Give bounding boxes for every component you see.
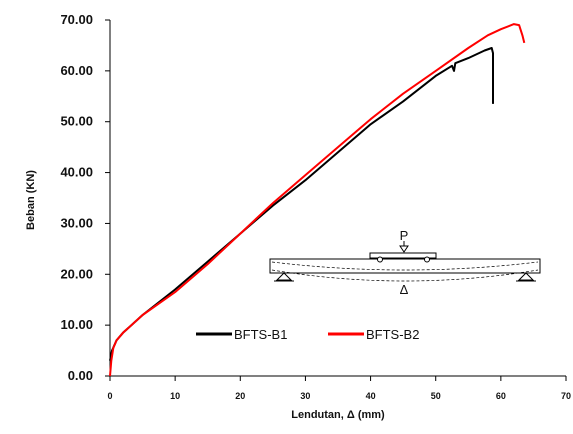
y-tick-label: 40.00 bbox=[60, 165, 93, 180]
y-tick-group: 0.00 10.00 20.00 30.00 40.00 50.00 60.00 70.00 bbox=[60, 12, 110, 383]
x-tick-label: 70 bbox=[561, 391, 571, 401]
beam-diagram: P Δ bbox=[269, 228, 541, 297]
x-tick-label: 0 bbox=[107, 391, 112, 401]
support-left bbox=[275, 272, 293, 281]
x-tick-label: 30 bbox=[300, 391, 310, 401]
load-roller-right bbox=[424, 256, 430, 263]
y-tick-label: 30.00 bbox=[60, 215, 93, 230]
load-label: P bbox=[400, 228, 409, 243]
deflected-shape-top bbox=[271, 261, 539, 271]
load-arrow-head bbox=[399, 245, 409, 253]
x-axis-title: Lendutan, Δ (mm) bbox=[291, 409, 385, 421]
series-line-bfts-b1 bbox=[109, 47, 494, 361]
y-tick-label: 60.00 bbox=[60, 63, 93, 78]
series-line-bfts-b2 bbox=[109, 23, 526, 377]
load-roller-left bbox=[377, 256, 383, 263]
y-tick-label: 50.00 bbox=[60, 114, 93, 129]
x-tick-label: 50 bbox=[431, 391, 441, 401]
y-tick-label: 20.00 bbox=[60, 266, 93, 281]
support-right bbox=[517, 272, 535, 281]
y-tick-label: 10.00 bbox=[60, 317, 93, 332]
y-tick-label: 0.00 bbox=[68, 368, 93, 383]
deflection-label: Δ bbox=[400, 282, 409, 297]
x-tick-label: 60 bbox=[496, 391, 506, 401]
legend: BFTS-B1 BFTS-B2 bbox=[196, 327, 419, 342]
legend-label-bfts-b1: BFTS-B1 bbox=[234, 327, 287, 342]
y-tick-label: 70.00 bbox=[60, 12, 93, 27]
loading-plate bbox=[369, 252, 437, 259]
deflected-shape-bottom bbox=[271, 269, 539, 282]
x-tick-label: 20 bbox=[235, 391, 245, 401]
x-tick-label: 40 bbox=[366, 391, 376, 401]
legend-label-bfts-b2: BFTS-B2 bbox=[366, 327, 419, 342]
y-axis-title: Beban (KN) bbox=[25, 170, 37, 230]
x-tick-group: 0 10 20 30 40 50 60 70 bbox=[107, 376, 571, 401]
beam-body bbox=[269, 258, 541, 274]
x-tick-label: 10 bbox=[170, 391, 180, 401]
